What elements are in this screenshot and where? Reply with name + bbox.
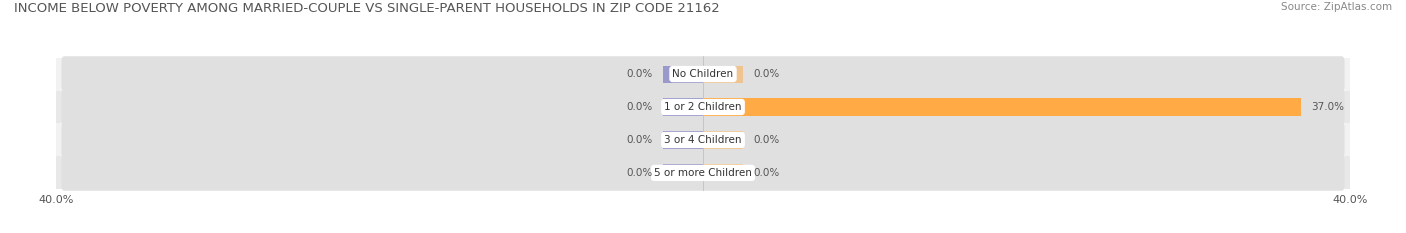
Bar [56,123,1350,156]
Text: 0.0%: 0.0% [627,69,652,79]
Bar [56,156,1350,189]
Text: 3 or 4 Children: 3 or 4 Children [664,135,742,145]
Bar [703,164,744,182]
Bar [662,99,703,116]
Bar [662,65,703,82]
Bar [703,65,744,82]
FancyBboxPatch shape [62,155,1344,191]
Text: 0.0%: 0.0% [754,69,779,79]
FancyBboxPatch shape [62,56,1344,92]
Text: INCOME BELOW POVERTY AMONG MARRIED-COUPLE VS SINGLE-PARENT HOUSEHOLDS IN ZIP COD: INCOME BELOW POVERTY AMONG MARRIED-COUPL… [14,2,720,15]
Text: 1 or 2 Children: 1 or 2 Children [664,102,742,112]
Text: Source: ZipAtlas.com: Source: ZipAtlas.com [1281,2,1392,12]
Text: 37.0%: 37.0% [1310,102,1344,112]
Bar [703,99,1302,116]
Text: 0.0%: 0.0% [627,102,652,112]
Text: 0.0%: 0.0% [754,168,779,178]
Bar [662,164,703,182]
Bar [662,131,703,148]
FancyBboxPatch shape [62,122,1344,158]
Bar [56,58,1350,91]
Bar [703,131,744,148]
Text: No Children: No Children [672,69,734,79]
Text: 0.0%: 0.0% [754,135,779,145]
FancyBboxPatch shape [62,89,1344,125]
Text: 0.0%: 0.0% [627,135,652,145]
Text: 0.0%: 0.0% [627,168,652,178]
Text: 5 or more Children: 5 or more Children [654,168,752,178]
Bar [56,91,1350,123]
